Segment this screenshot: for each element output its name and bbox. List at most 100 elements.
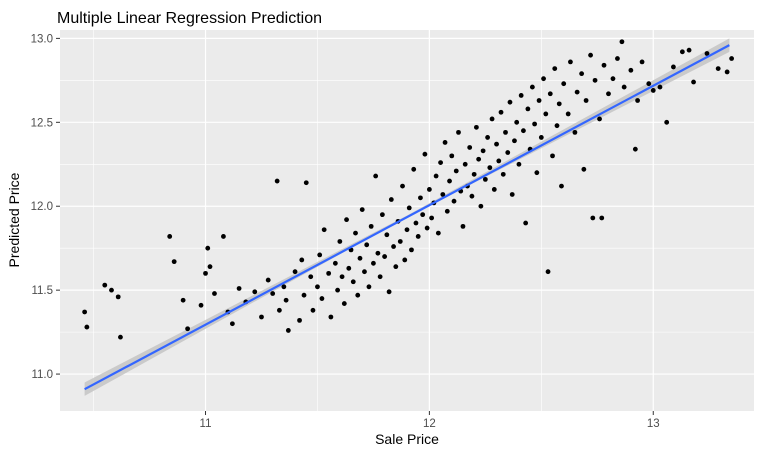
scatter-point bbox=[579, 71, 585, 77]
scatter-point bbox=[379, 212, 385, 218]
scatter-point bbox=[413, 220, 419, 226]
scatter-point bbox=[503, 129, 508, 135]
scatter-point bbox=[541, 76, 546, 82]
scatter-point bbox=[534, 170, 540, 176]
scatter-point bbox=[299, 257, 305, 263]
x-tick-label: 12 bbox=[423, 418, 436, 430]
scatter-point bbox=[359, 207, 365, 212]
scatter-point bbox=[507, 99, 513, 105]
scatter-point bbox=[657, 84, 663, 90]
scatter-point bbox=[691, 79, 696, 85]
chart-title: Multiple Linear Regression Prediction bbox=[57, 10, 322, 27]
scatter-point bbox=[424, 225, 430, 231]
scatter-point bbox=[422, 151, 428, 157]
scatter-point bbox=[102, 282, 108, 288]
scatter-point bbox=[440, 192, 446, 197]
scatter-point bbox=[337, 239, 343, 244]
scatter-point bbox=[467, 145, 473, 150]
scatter-point bbox=[292, 269, 298, 275]
scatter-point bbox=[397, 239, 403, 244]
scatter-point bbox=[221, 234, 226, 239]
scatter-point bbox=[474, 124, 479, 130]
y-tick-label: 12.5 bbox=[31, 117, 53, 129]
scatter-point bbox=[639, 59, 645, 65]
scatter-point bbox=[447, 178, 452, 184]
x-tick-label: 11 bbox=[200, 418, 212, 430]
scatter-point bbox=[494, 141, 499, 147]
scatter-point bbox=[375, 250, 381, 256]
scatter-point bbox=[686, 47, 692, 53]
y-tick-label: 11.5 bbox=[31, 285, 53, 297]
scatter-point bbox=[355, 292, 361, 298]
scatter-point bbox=[619, 39, 625, 45]
scatter-point bbox=[559, 183, 564, 189]
scatter-point bbox=[259, 314, 264, 320]
scatter-point bbox=[545, 269, 551, 275]
scatter-point bbox=[353, 230, 358, 236]
scatter-point bbox=[514, 119, 520, 125]
scatter-point bbox=[205, 245, 211, 251]
scatter-point bbox=[308, 274, 314, 280]
scatter-point bbox=[332, 260, 338, 266]
scatter-point bbox=[377, 274, 383, 280]
scatter-point bbox=[393, 264, 399, 270]
scatter-point bbox=[532, 121, 538, 127]
scatter-point bbox=[525, 106, 531, 112]
scatter-point bbox=[512, 138, 517, 144]
scatter-point bbox=[590, 215, 596, 221]
scatter-point bbox=[715, 66, 721, 72]
scatter-point bbox=[456, 129, 461, 135]
scatter-point bbox=[409, 247, 414, 253]
scatter-point bbox=[171, 259, 177, 265]
scatter-point bbox=[109, 287, 114, 293]
scatter-point bbox=[438, 160, 443, 165]
scatter-point bbox=[276, 307, 282, 313]
scatter-point bbox=[357, 255, 363, 261]
scatter-point bbox=[270, 291, 276, 296]
scatter-point bbox=[310, 307, 316, 313]
scatter-point bbox=[635, 98, 640, 103]
scatter-point bbox=[478, 203, 484, 209]
scatter-point bbox=[552, 66, 558, 72]
scatter-point bbox=[500, 171, 506, 177]
scatter-point bbox=[453, 168, 459, 174]
scatter-point bbox=[565, 111, 571, 117]
scatter-points bbox=[82, 39, 735, 340]
y-tick-label: 12.0 bbox=[31, 201, 53, 213]
y-axis-ticks: 11.0 11.5 12.0 12.5 13.0 bbox=[31, 33, 60, 381]
scatter-point bbox=[185, 326, 191, 332]
scatter-point bbox=[554, 123, 560, 129]
scatter-point bbox=[388, 197, 394, 202]
scatter-point bbox=[543, 111, 549, 117]
scatter-point bbox=[236, 286, 242, 291]
x-axis-title: Sale Price bbox=[375, 431, 439, 447]
scatter-point bbox=[556, 101, 562, 107]
scatter-point bbox=[460, 223, 466, 229]
scatter-point bbox=[84, 324, 90, 330]
scatter-point bbox=[321, 227, 327, 233]
scatter-point bbox=[301, 292, 307, 298]
scatter-point bbox=[400, 183, 405, 189]
scatter-point bbox=[207, 264, 213, 270]
scatter-point bbox=[572, 129, 578, 135]
scatter-point bbox=[471, 171, 477, 177]
scatter-point bbox=[373, 173, 379, 179]
scatter-point bbox=[411, 166, 417, 172]
scatter-point bbox=[516, 161, 522, 167]
scatter-point bbox=[319, 296, 325, 301]
scatter-point bbox=[326, 270, 332, 276]
scatter-point bbox=[433, 173, 439, 179]
scatter-point bbox=[418, 195, 423, 201]
scatter-point bbox=[498, 109, 504, 115]
scatter-point bbox=[429, 215, 435, 221]
scatter-point bbox=[489, 116, 495, 122]
scatter-point bbox=[328, 314, 334, 320]
scatter-point bbox=[229, 321, 235, 327]
scatter-point bbox=[646, 81, 652, 87]
y-tick-label: 13.0 bbox=[31, 33, 53, 45]
scatter-point bbox=[462, 161, 468, 167]
scatter-point bbox=[606, 91, 611, 97]
scatter-point bbox=[346, 265, 352, 271]
scatter-point bbox=[350, 279, 356, 285]
